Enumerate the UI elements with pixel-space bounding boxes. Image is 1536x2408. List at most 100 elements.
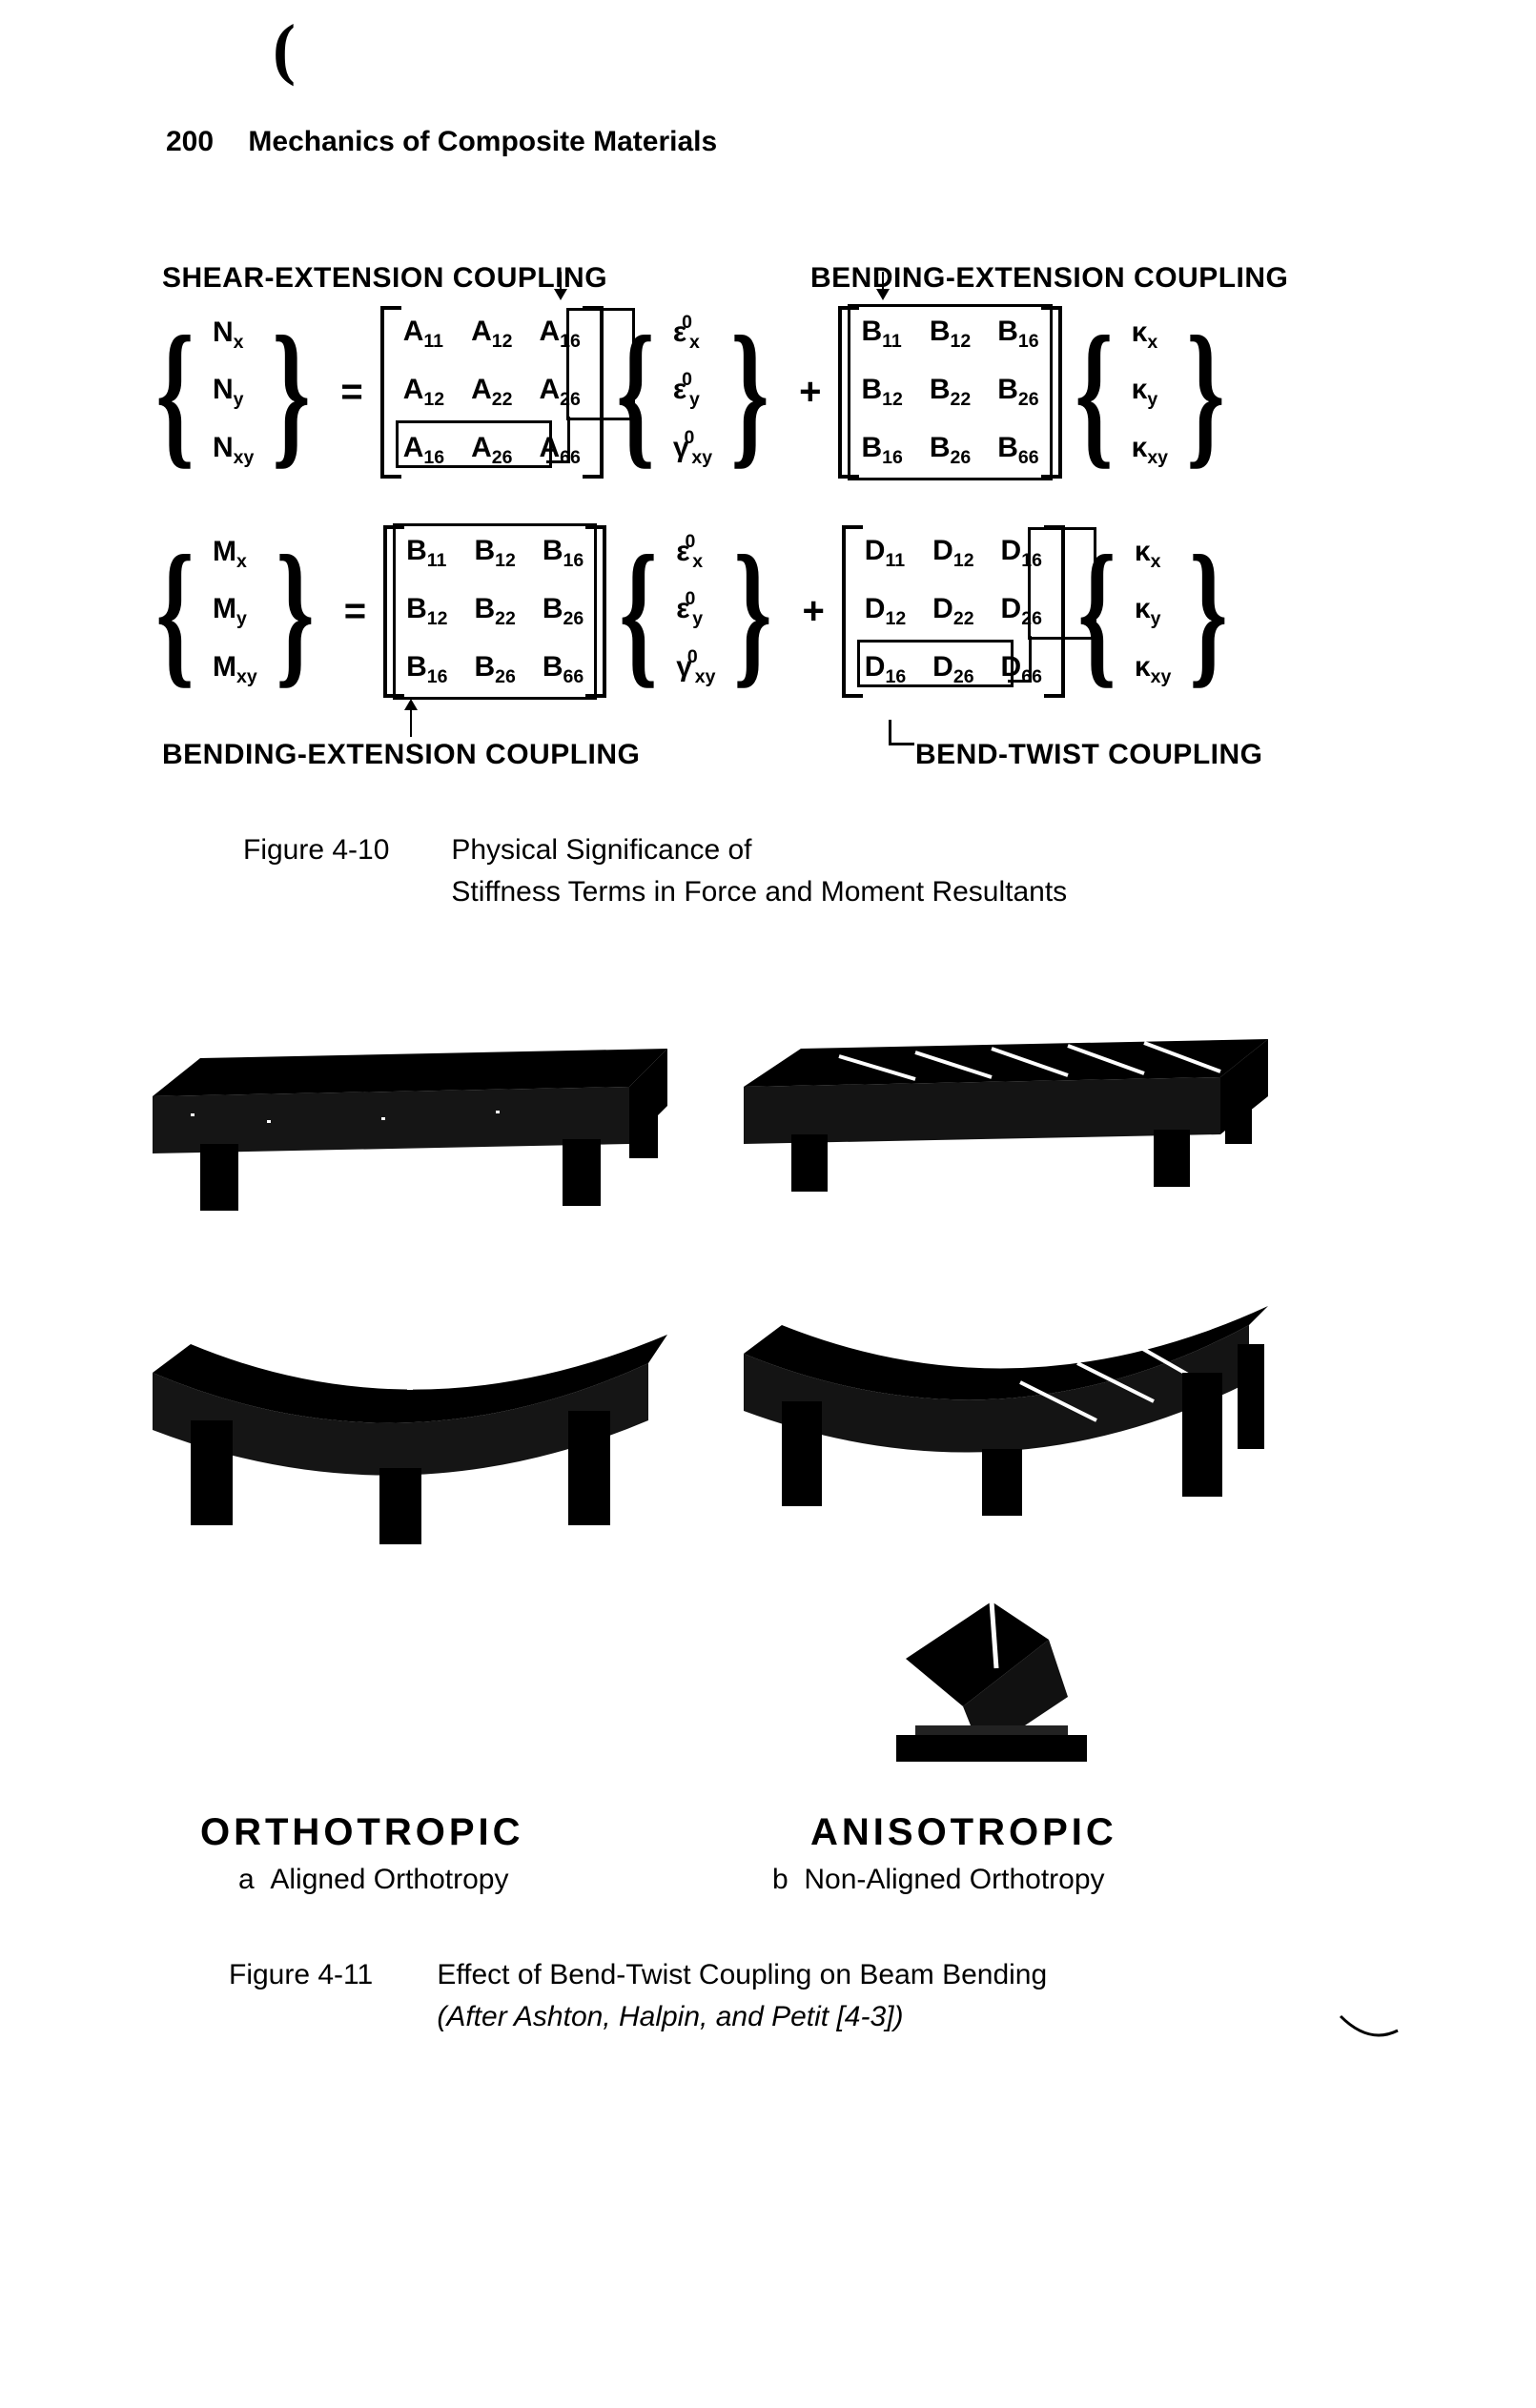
vec-entry: γ0xy bbox=[676, 651, 715, 688]
mat-entry: B12 bbox=[406, 593, 447, 630]
arrow-icon bbox=[560, 272, 562, 298]
matrix-B-bottom: B11 B12 B16 B12 B22 B26 B16 B26 B66 bbox=[383, 529, 606, 694]
figure-4-10-caption: Figure 4-10 Physical Significance of Sti… bbox=[243, 829, 1292, 913]
vec-entry: κxy bbox=[1132, 432, 1168, 469]
mat-entry: B12 bbox=[474, 535, 515, 572]
vec-entry: My bbox=[213, 593, 257, 630]
anisotropic-column bbox=[734, 991, 1268, 1792]
mat-entry: A16 bbox=[403, 432, 444, 469]
anisotropic-title: ANISOTROPIC bbox=[810, 1811, 1117, 1854]
equals-sign: = bbox=[340, 371, 362, 414]
beam-drawing bbox=[877, 1582, 1125, 1792]
vector-kappa: { κx κy κxy } bbox=[1065, 536, 1240, 688]
mat-entry: A26 bbox=[471, 432, 512, 469]
beam-drawing bbox=[734, 991, 1268, 1239]
vec-entry: κy bbox=[1135, 593, 1171, 630]
plus-sign: + bbox=[802, 590, 824, 633]
mat-entry: B22 bbox=[930, 374, 971, 411]
vec-entry: κx bbox=[1135, 536, 1171, 573]
mat-entry: B26 bbox=[474, 651, 515, 688]
mat-entry: D22 bbox=[932, 593, 973, 630]
mat-entry: B16 bbox=[997, 316, 1038, 353]
vec-entry: ε0x bbox=[673, 316, 712, 354]
mat-entry: B26 bbox=[997, 374, 1038, 411]
mat-entry: B11 bbox=[861, 316, 902, 353]
mat-entry: D16 bbox=[1001, 535, 1042, 572]
mat-entry: B16 bbox=[861, 432, 902, 469]
caption-line: Physical Significance of bbox=[451, 834, 751, 866]
mat-entry: D12 bbox=[865, 593, 906, 630]
mat-entry: D26 bbox=[932, 651, 973, 688]
mat-entry: A22 bbox=[471, 374, 512, 411]
running-head-text: Mechanics of Composite Materials bbox=[248, 126, 717, 157]
label-shear-extension: SHEAR-EXTENSION COUPLING bbox=[162, 262, 607, 295]
figure-4-11-caption: Figure 4-11 Effect of Bend-Twist Couplin… bbox=[229, 1954, 1325, 2038]
mat-entry: A11 bbox=[403, 316, 444, 353]
mat-entry: B66 bbox=[543, 651, 584, 688]
mat-entry: D11 bbox=[865, 535, 906, 572]
vec-entry: κxy bbox=[1135, 651, 1171, 688]
mat-entry: A26 bbox=[539, 374, 580, 411]
vec-entry: ε0y bbox=[673, 374, 712, 411]
page-curl-icon bbox=[1336, 2011, 1403, 2050]
mat-entry: B12 bbox=[930, 316, 971, 353]
orthotropic-column bbox=[133, 1010, 667, 1554]
arrow-icon bbox=[882, 272, 884, 298]
vector-kappa: { κx κy κxy } bbox=[1062, 316, 1238, 469]
mat-entry: A16 bbox=[539, 316, 580, 353]
figure-4-10: SHEAR-EXTENSION COUPLING BENDING-EXTENSI… bbox=[143, 262, 1430, 853]
vec-entry: Mxy bbox=[213, 651, 257, 688]
equation-M: { Mx My Mxy } = B11 B12 B16 B12 B22 B26 … bbox=[143, 529, 1240, 694]
connector-icon bbox=[546, 417, 570, 463]
vec-entry: κx bbox=[1132, 316, 1168, 354]
mat-entry: B12 bbox=[861, 374, 902, 411]
mat-entry: D16 bbox=[865, 651, 906, 688]
figure-number: Figure 4-10 bbox=[243, 829, 443, 871]
mat-entry: B11 bbox=[406, 535, 447, 572]
caption-line: (After Ashton, Halpin, and Petit [4-3]) bbox=[437, 2001, 903, 2032]
mat-entry: B22 bbox=[474, 593, 515, 630]
anisotropic-subtitle: b Non-Aligned Orthotropy bbox=[772, 1864, 1105, 1896]
mat-entry: B26 bbox=[930, 432, 971, 469]
mat-entry: D26 bbox=[1001, 593, 1042, 630]
equation-N: { Nx Ny Nxy } = A11 A12 A16 A12 A22 A26 … bbox=[143, 310, 1238, 475]
mat-entry: D12 bbox=[932, 535, 973, 572]
caption-line: Effect of Bend-Twist Coupling on Beam Be… bbox=[437, 1959, 1047, 1990]
beam-drawing bbox=[734, 1287, 1268, 1535]
matrix-B-top: B11 B12 B16 B12 B22 B26 B16 B26 B66 bbox=[838, 310, 1061, 475]
vector-M: { Mx My Mxy } bbox=[143, 536, 327, 688]
vec-entry: Nx bbox=[213, 316, 254, 354]
beam-drawing bbox=[133, 1306, 667, 1554]
page-number: 200 bbox=[166, 126, 214, 158]
orthotropic-subtitle: a Aligned Orthotropy bbox=[238, 1864, 509, 1896]
plus-sign: + bbox=[799, 371, 821, 414]
vector-N: { Nx Ny Nxy } bbox=[143, 316, 323, 469]
beam-drawing bbox=[133, 1010, 667, 1258]
mat-entry: B16 bbox=[543, 535, 584, 572]
mat-entry: A12 bbox=[471, 316, 512, 353]
figure-number: Figure 4-11 bbox=[229, 1954, 429, 1996]
mat-entry: B66 bbox=[997, 432, 1038, 469]
running-header: 200 Mechanics of Composite Materials bbox=[166, 126, 717, 158]
arrow-icon bbox=[410, 701, 412, 737]
equals-sign: = bbox=[344, 590, 366, 633]
vec-entry: ε0x bbox=[676, 536, 715, 573]
scan-mark: ( bbox=[273, 10, 296, 89]
vec-entry: γ0xy bbox=[673, 432, 712, 469]
matrix-A: A11 A12 A16 A12 A22 A26 A16 A26 A66 bbox=[380, 310, 604, 475]
orthotropic-title: ORTHOTROPIC bbox=[200, 1811, 524, 1854]
mat-entry: A12 bbox=[403, 374, 444, 411]
vec-entry: κy bbox=[1132, 374, 1168, 411]
vec-entry: Ny bbox=[213, 374, 254, 411]
caption-line: Stiffness Terms in Force and Moment Resu… bbox=[451, 876, 1067, 908]
matrix-D: D11 D12 D16 D12 D22 D26 D16 D26 D66 bbox=[842, 529, 1065, 694]
vec-entry: ε0y bbox=[676, 593, 715, 630]
connector-icon bbox=[1008, 636, 1032, 683]
label-bending-extension-bottom: BENDING-EXTENSION COUPLING bbox=[162, 739, 640, 771]
vec-entry: Mx bbox=[213, 536, 257, 573]
vector-eps0: { ε0x ε0y γ0xy } bbox=[606, 536, 785, 688]
vec-entry: Nxy bbox=[213, 432, 254, 469]
label-bend-twist: BEND-TWIST COUPLING bbox=[915, 739, 1262, 771]
mat-entry: B16 bbox=[406, 651, 447, 688]
connector-icon bbox=[889, 720, 914, 745]
